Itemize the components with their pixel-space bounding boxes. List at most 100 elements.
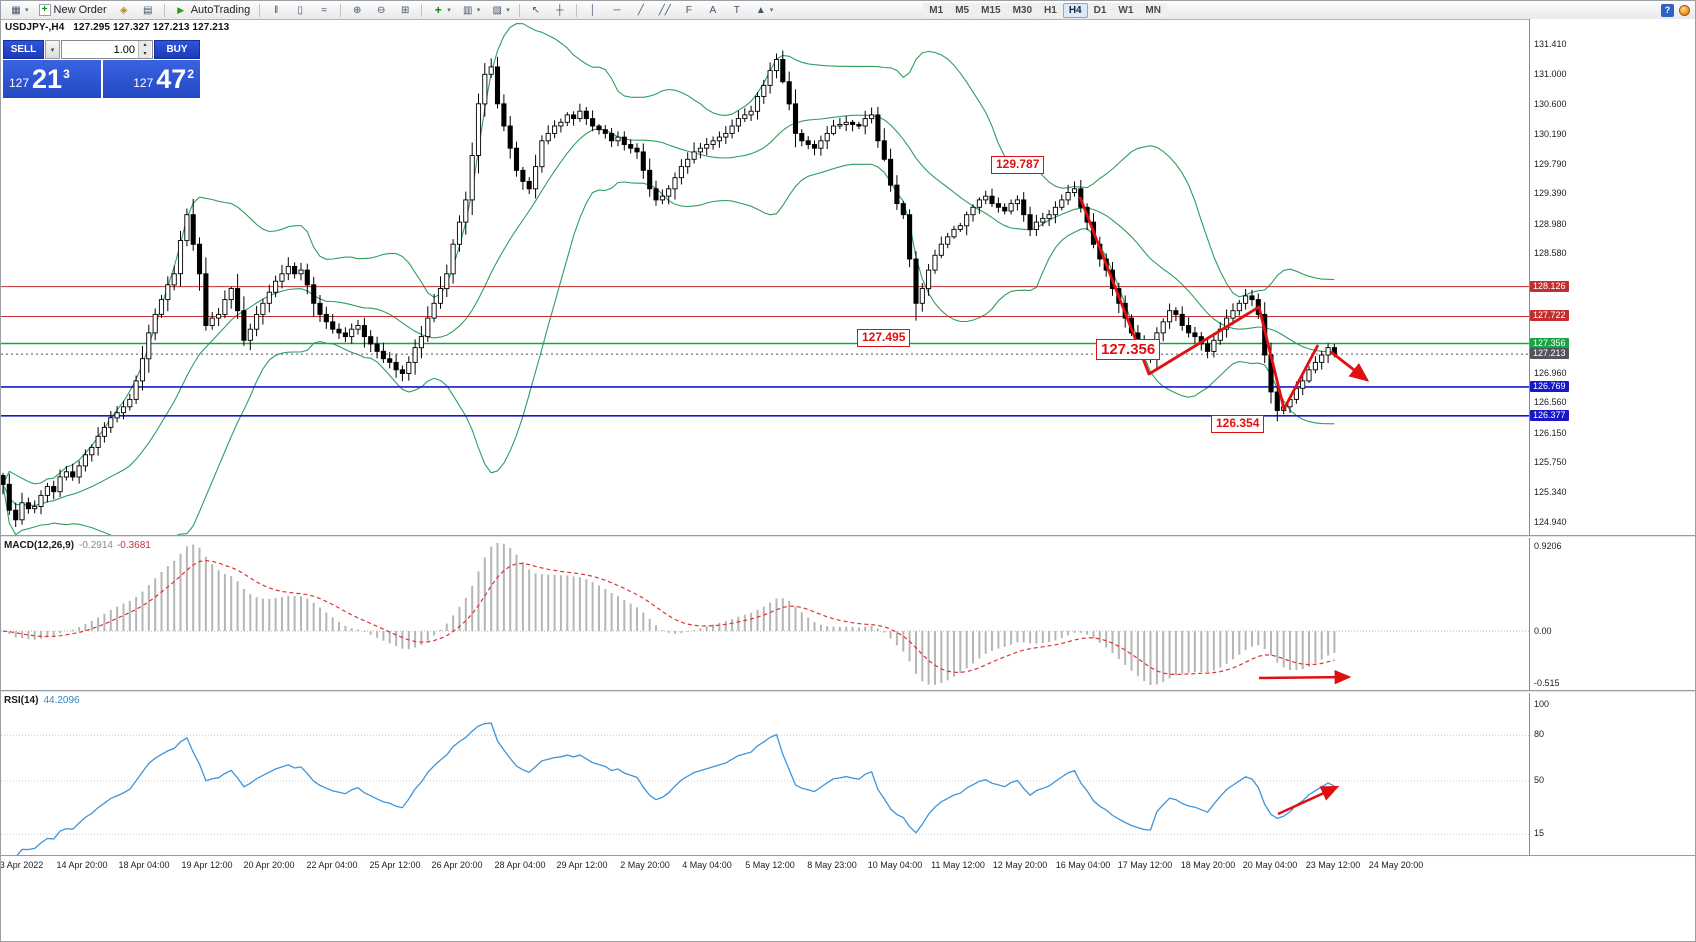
tf-button-m1[interactable]: M1 <box>923 2 950 18</box>
new-order-icon: + <box>38 4 51 16</box>
price-line-tag: 127.213 <box>1530 348 1569 360</box>
data-window-button[interactable]: ▤ <box>136 2 160 18</box>
spin-down-icon[interactable]: ▾ <box>139 49 151 58</box>
text-tool-button[interactable]: A <box>701 2 725 18</box>
tf-button-d1[interactable]: D1 <box>1087 2 1113 18</box>
annotation-label[interactable]: 129.787 <box>991 156 1045 174</box>
date-label: 19 Apr 12:00 <box>181 860 233 870</box>
main-chart-canvas[interactable] <box>1 19 1529 535</box>
buy-price-main: 47 <box>156 63 187 94</box>
date-axis[interactable]: 13 Apr 2022 14 Apr 20:00 18 Apr 04:00 19 Ap… <box>1 857 1695 941</box>
macd-axis-label: 0.00 <box>1534 626 1552 637</box>
indicators-button[interactable]: + ▾ <box>426 2 456 18</box>
trade-panel-prices: 127 21 3 127 47 2 <box>3 60 200 98</box>
sell-button[interactable]: SELL <box>3 40 44 59</box>
sell-price[interactable]: 127 21 3 <box>3 60 101 98</box>
trade-options-dropdown[interactable]: ▾ <box>45 40 60 59</box>
text-label-icon: T <box>733 4 740 16</box>
periods-button[interactable]: ▥ ▾ <box>456 2 486 18</box>
annotation-label[interactable]: 127.495 <box>857 329 911 347</box>
date-label: 18 Apr 04:00 <box>118 860 170 870</box>
toolbar-separator <box>575 3 577 17</box>
date-label: 14 Apr 20:00 <box>56 860 108 870</box>
rsi-axis: 100 80 50 15 <box>1529 693 1695 855</box>
tf-button-m5[interactable]: M5 <box>949 2 976 18</box>
annotation-label[interactable]: 126.354 <box>1211 415 1265 433</box>
panel-splitter[interactable] <box>1 690 1695 693</box>
buy-price[interactable]: 127 47 2 <box>102 60 200 98</box>
arrows-icon: ▲ <box>755 4 766 16</box>
price-axis-label: 130.190 <box>1534 129 1567 140</box>
arrows-tool-button[interactable]: ▲ ▾ <box>749 2 779 18</box>
new-order-button[interactable]: + New Order <box>34 2 112 18</box>
panel-splitter[interactable] <box>1 535 1695 538</box>
zoom-in-button[interactable]: ⊕ <box>345 2 369 18</box>
chart-title: USDJPY-,H4 127.295 127.327 127.213 127.2… <box>5 22 229 33</box>
annotation-label[interactable]: 127.356 <box>1096 339 1161 361</box>
tf-button-m30[interactable]: M30 <box>1006 2 1039 18</box>
chevron-down-icon: ▾ <box>50 46 55 54</box>
templates-icon: ▨ <box>492 4 502 16</box>
periods-icon: ▥ <box>463 4 473 16</box>
zoom-out-icon: ⊖ <box>377 4 386 16</box>
price-axis-label: 131.000 <box>1534 69 1567 80</box>
zoom-in-icon: ⊕ <box>353 4 362 16</box>
bar-chart-button[interactable]: ‖ <box>264 2 288 18</box>
label-tool-button[interactable]: T <box>725 2 749 18</box>
buy-price-prefix: 127 <box>133 76 154 90</box>
candle-chart-button[interactable]: ▯ <box>288 2 312 18</box>
tf-button-h1[interactable]: H1 <box>1038 2 1063 18</box>
tf-button-w1[interactable]: W1 <box>1112 2 1140 18</box>
price-axis[interactable]: 131.410 131.000 130.600 130.190 129.790 129.3… <box>1529 19 1695 535</box>
sell-price-prefix: 127 <box>9 76 30 90</box>
cursor-tool-button[interactable]: ↖ <box>524 2 548 18</box>
help-icon[interactable]: ? <box>1661 3 1674 17</box>
vertical-line-icon: │ <box>589 4 596 16</box>
vertical-line-button[interactable]: │ <box>581 2 605 18</box>
crosshair-tool-button[interactable]: ┼ <box>548 2 572 18</box>
rsi-panel-canvas[interactable] <box>1 693 1529 855</box>
fibonacci-button[interactable]: F <box>677 2 701 18</box>
price-line-tag: 127.722 <box>1530 310 1569 322</box>
rsi-axis-label: 100 <box>1534 699 1550 709</box>
price-axis-label: 130.600 <box>1534 98 1567 109</box>
autotrading-button[interactable]: ▶ AutoTrading <box>169 2 256 18</box>
price-axis-label: 125.750 <box>1534 457 1567 468</box>
toolbar-right: ? <box>1661 3 1694 17</box>
autotrading-label: AutoTrading <box>190 4 251 16</box>
channel-button[interactable]: ╱╱ <box>653 2 677 18</box>
chevron-down-icon: ▾ <box>447 7 451 14</box>
autotrading-play-icon: ▶ <box>177 4 185 15</box>
tf-button-h4[interactable]: H4 <box>1062 2 1088 18</box>
volume-input[interactable] <box>62 41 138 58</box>
templates-button[interactable]: ▨ ▾ <box>485 2 515 18</box>
tf-button-m15[interactable]: M15 <box>975 2 1007 18</box>
macd-panel-canvas[interactable] <box>1 538 1529 690</box>
tile-windows-icon: ⊞ <box>401 4 410 16</box>
new-order-label: New Order <box>53 4 107 16</box>
line-chart-button[interactable]: ≈ <box>312 2 336 18</box>
price-axis-label: 125.340 <box>1534 487 1567 498</box>
price-axis-label: 129.390 <box>1534 188 1567 199</box>
trendline-button[interactable]: ╱ <box>629 2 653 18</box>
tf-button-mn[interactable]: MN <box>1139 2 1167 18</box>
macd-axis-label: -0.515 <box>1534 678 1560 688</box>
toolbar-separator <box>518 3 520 17</box>
toolbar: ▦ ▾ + New Order ◈ ▤ ▶ AutoTrading ‖ ▯ ≈ ⊕ ⊖… <box>1 1 1695 20</box>
zoom-out-button[interactable]: ⊖ <box>369 2 393 18</box>
date-label: 13 Apr 2022 <box>1 860 44 870</box>
tile-windows-button[interactable]: ⊞ <box>393 2 417 18</box>
price-line-tag: 126.769 <box>1530 380 1569 392</box>
price-axis-label: 131.410 <box>1534 39 1567 49</box>
price-axis-label: 124.940 <box>1534 517 1567 527</box>
new-chart-button[interactable]: ▦ ▾ <box>4 2 34 18</box>
expert-advisor-button[interactable]: ◈ <box>112 2 136 18</box>
date-label: 25 Apr 12:00 <box>369 860 421 870</box>
chevron-down-icon: ▾ <box>476 7 481 14</box>
horizontal-line-button[interactable]: ─ <box>605 2 629 18</box>
buy-button[interactable]: BUY <box>154 40 200 59</box>
date-label: 29 Apr 12:00 <box>556 860 608 870</box>
one-click-trading-panel: SELL ▾ ▴▾ BUY 127 21 3 127 47 2 <box>3 40 200 98</box>
spin-up-icon[interactable]: ▴ <box>139 41 151 50</box>
sell-price-main: 21 <box>32 63 63 94</box>
